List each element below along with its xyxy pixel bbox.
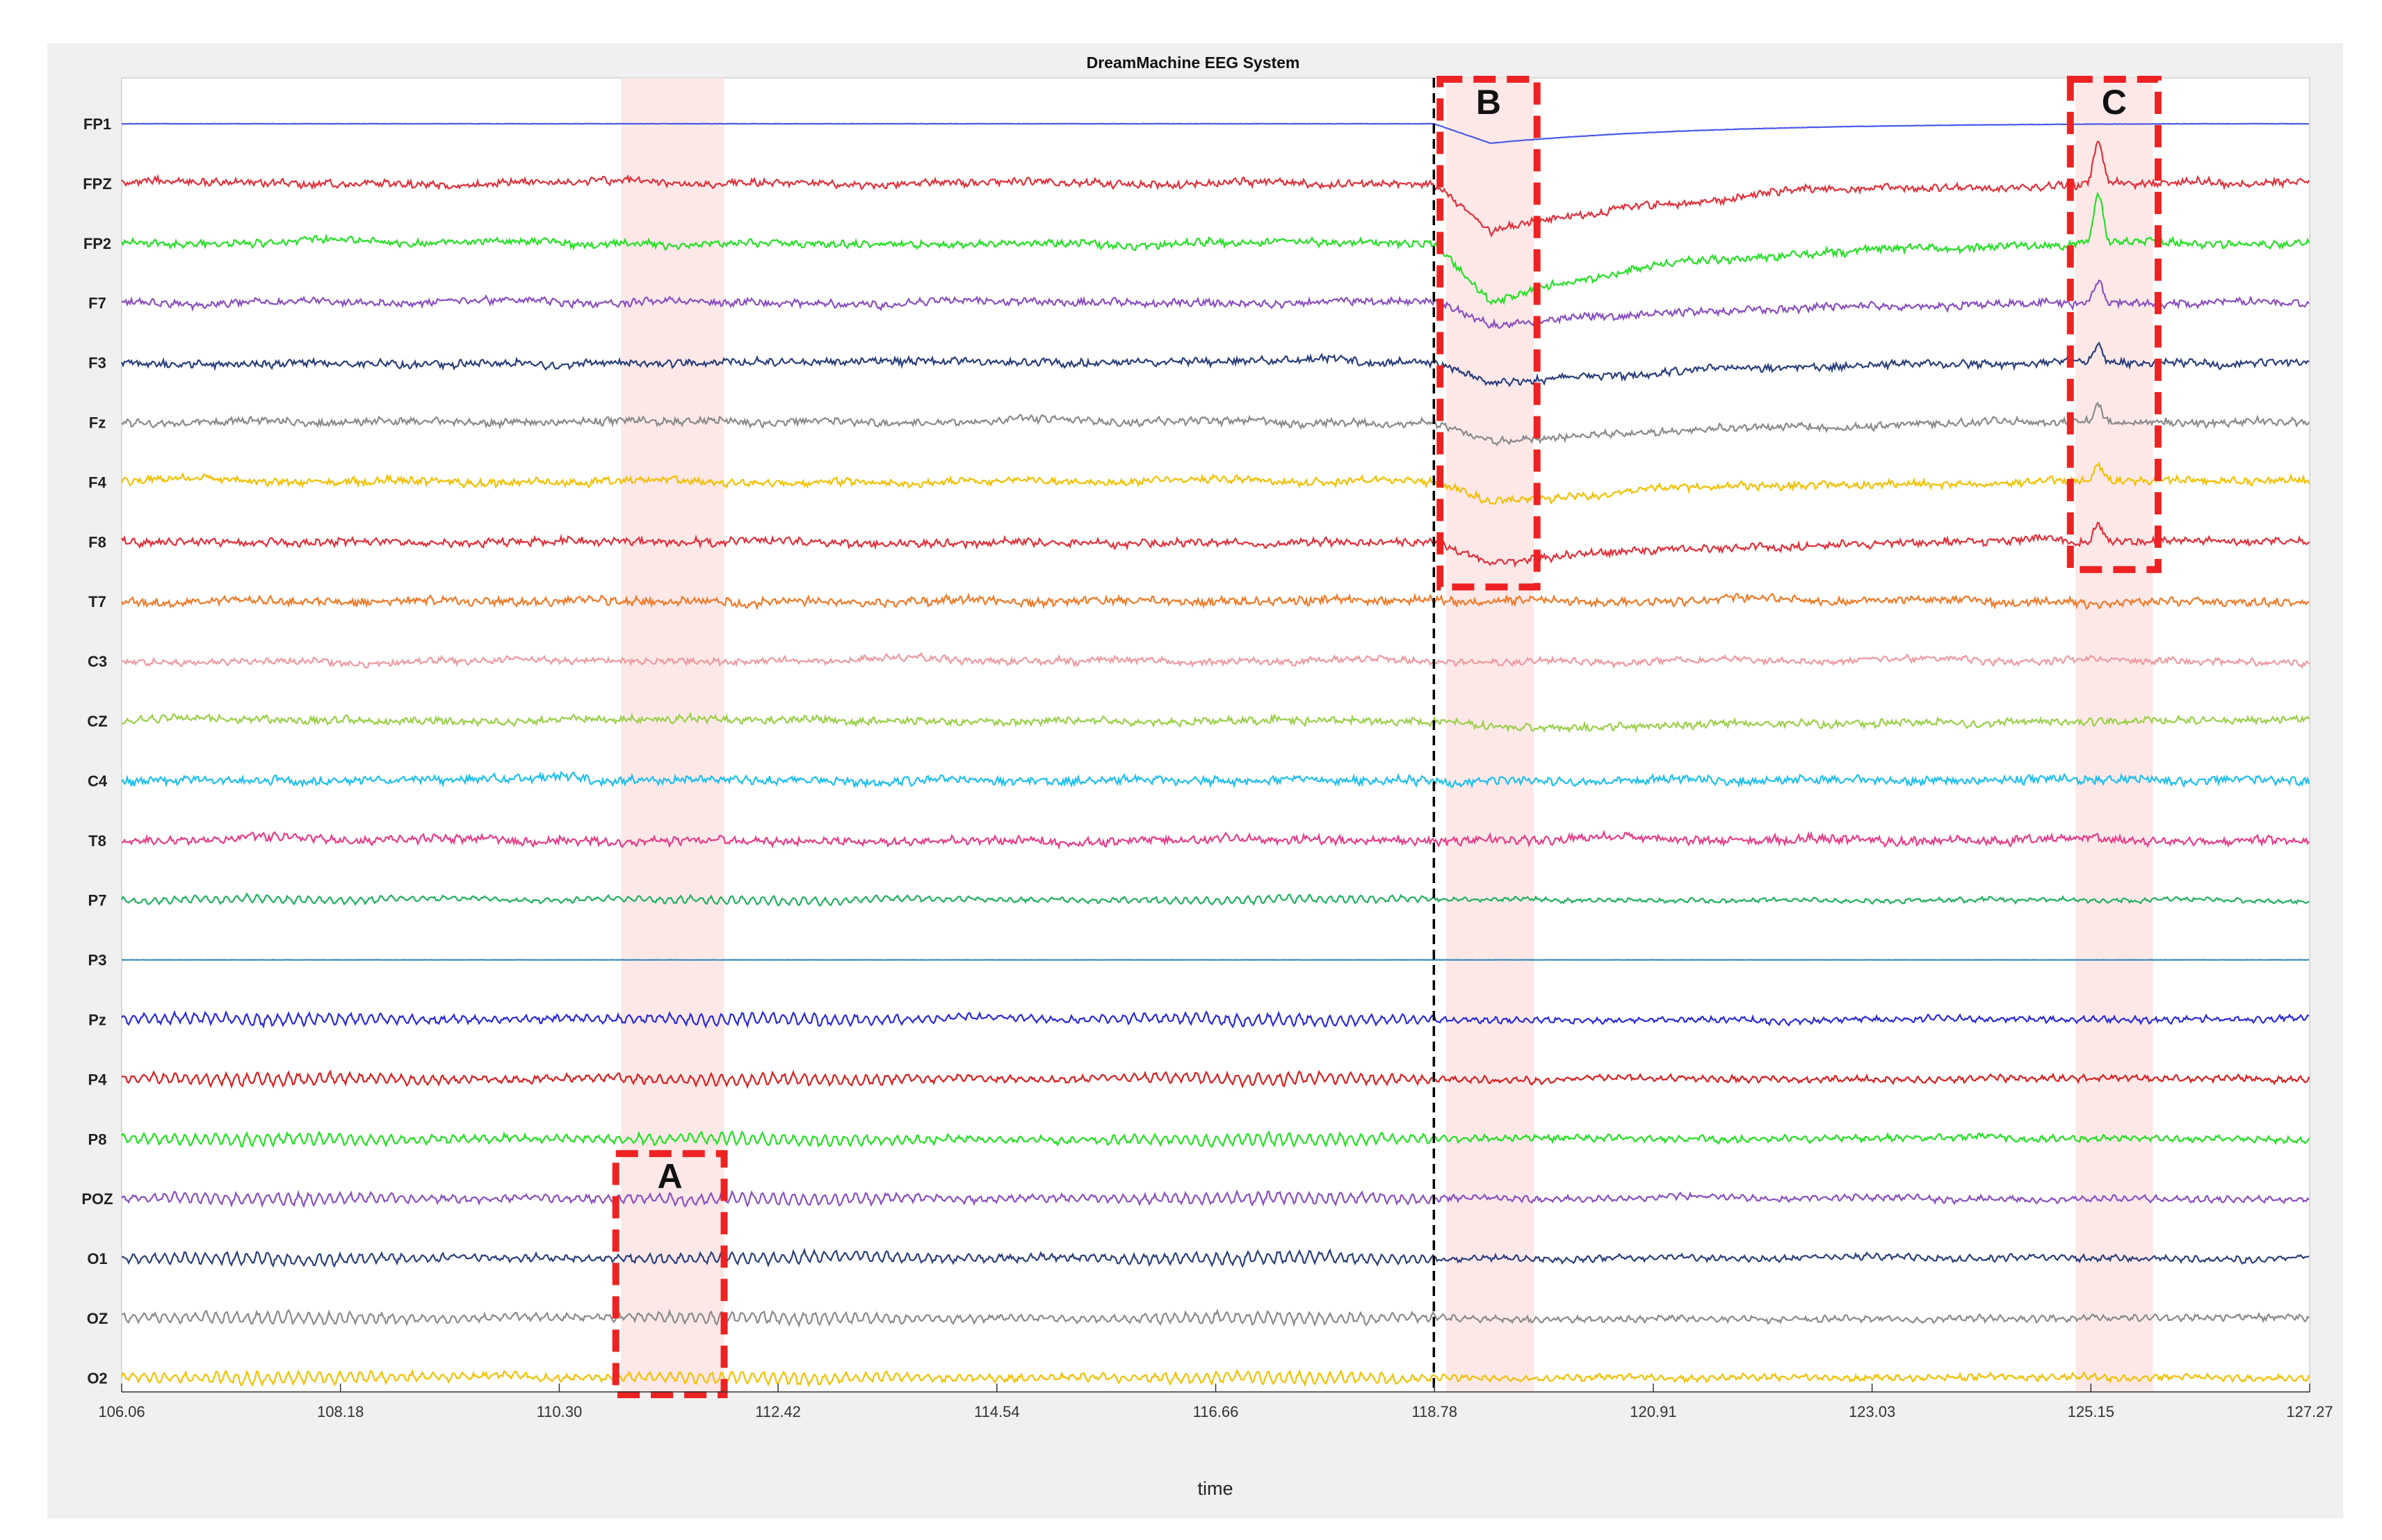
channel-label-poz: POZ [81,1190,113,1208]
x-tick-label: 127.27 [2286,1403,2333,1420]
trace-t8 [121,829,2310,850]
channel-label-p4: P4 [88,1071,108,1088]
shaded-region-2 [1446,78,1534,1392]
trace-f4 [120,461,2310,505]
annotation-box-a [612,1150,728,1398]
channel-label-c3: C3 [88,653,107,670]
trace-f7 [121,279,2310,330]
channel-label-fpz: FPZ [83,175,112,193]
channel-label-f4: F4 [88,473,106,491]
annotation-label-b: B [1476,83,1501,122]
trace-p4 [121,1069,2310,1089]
trace-oz [121,1308,2310,1328]
x-tick-label: 112.42 [755,1403,801,1420]
eeg-traces [120,122,2310,1388]
shaded-region-3 [2075,78,2153,1392]
trace-fp1 [121,122,2309,145]
trace-cz [121,711,2310,733]
figure-frame: A B C FP1 FPZ FP2 F7 F3 Fz F4 F8 T7 C3 CZ C4 T8 P7 P3 Pz P… [47,43,2343,1518]
x-tick-label: 118.78 [1411,1403,1457,1420]
channel-label-f7: F7 [88,295,106,312]
trace-p7 [121,892,2310,907]
trace-c3 [121,651,2310,670]
x-axis-label: time [1197,1478,1233,1499]
channel-label-o2: O2 [87,1370,107,1387]
x-axis: 106.06 108.18 110.30 112.42 114.54 116.66 118.… [98,1384,2333,1420]
chart-title: DreamMachine EEG System [1087,54,1300,72]
trace-t7 [121,592,2310,611]
trace-fz [121,401,2310,447]
channel-label-fz: Fz [89,414,106,432]
channel-label-f3: F3 [88,355,106,372]
channel-label-oz: OZ [87,1310,108,1327]
shaded-regions [621,78,2153,1392]
x-tick-label: 120.91 [1630,1403,1676,1420]
channel-label-cz: CZ [87,713,107,730]
trace-c4 [121,770,2310,789]
channel-label-c4: C4 [88,772,108,790]
annotation-label-c: C [2102,83,2127,122]
trace-f3 [120,341,2310,388]
channel-label-p7: P7 [88,892,107,909]
annotation-box-c [2066,76,2162,574]
channel-label-t8: T8 [88,832,106,850]
x-tick-label: 108.18 [317,1403,364,1420]
x-tick-label: 116.66 [1193,1403,1239,1420]
channel-label-p8: P8 [88,1130,107,1148]
trace-poz [121,1189,2310,1208]
channel-label-fp2: FP2 [83,235,111,252]
x-tick-label: 125.15 [2068,1403,2114,1420]
trace-fp2 [121,191,2310,306]
channel-labels: FP1 FPZ FP2 F7 F3 Fz F4 F8 T7 C3 CZ C4 T8 P7 P3 Pz P4 P8 P… [81,115,113,1387]
trace-o2 [120,1368,2310,1388]
annotation-label-a: A [658,1157,683,1196]
channel-label-pz: Pz [88,1012,106,1029]
x-tick-label: 114.54 [974,1403,1020,1420]
shaded-region-1 [621,78,724,1392]
channel-label-fp1: FP1 [83,115,111,133]
channel-label-o1: O1 [87,1250,107,1267]
trace-pz [121,1010,2310,1029]
trace-fpz [121,140,2310,238]
channel-label-f8: F8 [88,533,106,551]
annotation-box-b [1436,76,1541,591]
channel-label-p3: P3 [88,952,107,969]
channel-label-t7: T7 [88,593,106,610]
eeg-chart: A B C FP1 FPZ FP2 F7 F3 Fz F4 F8 T7 C3 CZ C4 T8 P7 P3 Pz P… [81,54,2333,1499]
x-tick-label: 123.03 [1849,1403,1895,1420]
trace-p8 [121,1130,2310,1149]
trace-o1 [121,1247,2310,1268]
annotation-boxes: A B C [612,76,2162,1398]
x-tick-label: 106.06 [98,1403,145,1420]
x-tick-label: 110.30 [537,1403,583,1420]
trace-f8 [121,521,2310,568]
